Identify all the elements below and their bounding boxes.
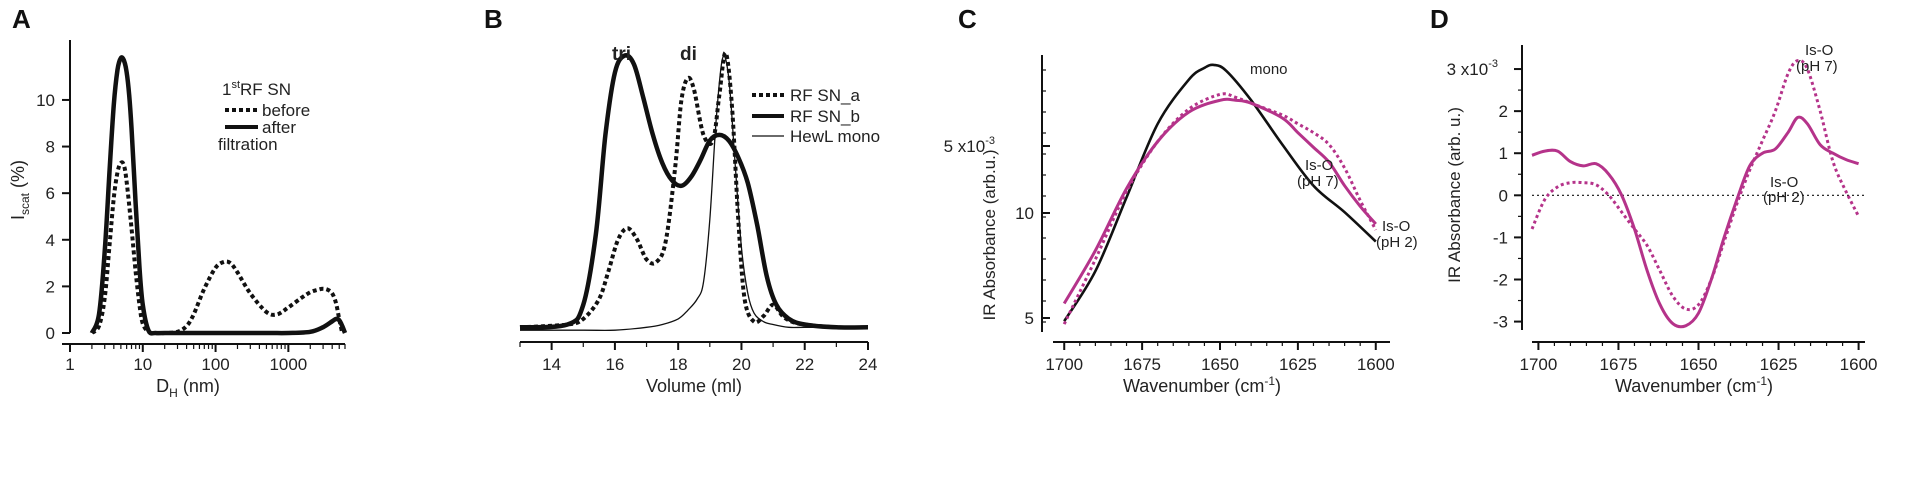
panel-b-series-RF SN_a — [519, 50, 869, 330]
panel-b-xtick-label: 14 — [542, 355, 561, 374]
panel-d-x-label: Wavenumber (cm-1) — [1615, 374, 1773, 396]
panel-d-xtick-label: 1675 — [1600, 355, 1638, 374]
panel-b-xtick-label: 24 — [859, 355, 878, 374]
panel-c-xtick-label: 1625 — [1279, 355, 1317, 374]
panel-d-ticks: 1700 1675 1650 1625 1600 -3 -2 -1 0 1 2 3 x10-3 — [1447, 58, 1878, 374]
panel-b-series-RF SN_b — [519, 53, 869, 330]
panel-c-annotation-mono: mono — [1250, 61, 1288, 78]
panel-c: 1700 1675 1650 1625 1600 5 x10-3 10 5 mono I… — [944, 55, 1418, 396]
panel-b-x-label: Volume (ml) — [646, 376, 742, 396]
panel-label-a: A — [12, 4, 31, 34]
panel-a-legend-before: before — [262, 101, 310, 120]
panel-d-y-label: IR Absorbance (arb. u.) — [1445, 107, 1464, 283]
panel-a-xtick-label: 1 — [65, 355, 74, 374]
panel-a-xtick-label: 10 — [133, 355, 152, 374]
panel-a-legend-title: 1stRF SN — [222, 79, 291, 99]
panel-d-ytick-label: 3 x10-3 — [1447, 58, 1498, 79]
panel-label-d: D — [1430, 4, 1449, 34]
panel-a-series-after — [89, 55, 348, 336]
panel-d-ytick-label: -3 — [1493, 313, 1508, 332]
panel-d-series-Is-O (pH 7) — [1530, 58, 1860, 312]
panel-d-annotation-iso2: Is-O — [1770, 174, 1798, 191]
panel-d-ytick-label: 2 — [1499, 102, 1508, 121]
panel-c-annotation-ph7: (pH 7) — [1297, 173, 1339, 190]
panel-a-ytick-label: 2 — [46, 277, 55, 296]
panel-d-ytick-label: 1 — [1499, 144, 1508, 163]
panel-d-ytick-label: 0 — [1499, 186, 1508, 205]
panel-a-ytick-label: 6 — [46, 184, 55, 203]
panel-c-series-mono — [1063, 63, 1377, 322]
panel-c-xtick-label: 1700 — [1045, 355, 1083, 374]
panel-b-xtick-label: 22 — [795, 355, 814, 374]
panel-b-legend-b: RF SN_b — [790, 107, 860, 126]
panel-c-ytick-5: 5 — [1025, 309, 1034, 328]
panel-a-ytick-label: 8 — [46, 138, 55, 157]
panel-b-xtick-label: 20 — [732, 355, 751, 374]
panel-c-lines — [1062, 63, 1378, 325]
panel-a-xtick-label: 1000 — [269, 355, 307, 374]
panel-label-b: B — [484, 4, 503, 34]
panel-b-legend-c: HewL mono — [790, 127, 880, 146]
panel-d-xtick-label: 1650 — [1680, 355, 1718, 374]
panel-b: 14 16 18 20 22 24 tri di RF SN_a RF SN_b HewL… — [519, 44, 880, 396]
panel-b-xtick-label: 16 — [605, 355, 624, 374]
panel-d-xtick-label: 1600 — [1840, 355, 1878, 374]
panel-c-x-label: Wavenumber (cm-1) — [1123, 374, 1281, 396]
panel-b-legend-a: RF SN_a — [790, 86, 860, 105]
panel-c-ytick-10: 10 — [1015, 204, 1034, 223]
panel-a-legend-after: after — [262, 118, 296, 137]
panel-b-ticks: 14 16 18 20 22 24 — [519, 342, 878, 374]
panel-c-annotation-ph2: (pH 2) — [1376, 234, 1418, 251]
panel-d-xtick-label: 1700 — [1519, 355, 1557, 374]
panel-a-ytick-label: 4 — [46, 231, 55, 250]
panel-c-xtick-label: 1650 — [1201, 355, 1239, 374]
panel-a-xtick-label: 100 — [201, 355, 229, 374]
panel-b-lines — [519, 50, 869, 332]
panel-d: 1700 1675 1650 1625 1600 -3 -2 -1 0 1 2 3 x10-3 Is-… — [1445, 42, 1878, 396]
panel-a-series-before — [90, 160, 345, 336]
panel-d-annotation-iso7: Is-O — [1805, 42, 1833, 59]
panel-a-legend-footer: filtration — [218, 135, 278, 154]
panel-c-annotation-iso7: Is-O — [1305, 157, 1333, 174]
panel-d-xtick-label: 1625 — [1760, 355, 1798, 374]
panel-b-xtick-label: 18 — [669, 355, 688, 374]
panel-c-annotation-iso2: Is-O — [1382, 218, 1410, 235]
panel-c-xtick-label: 1675 — [1123, 355, 1161, 374]
panel-c-xtick-label: 1600 — [1357, 355, 1395, 374]
panel-c-ytick-5x: 5 x10-3 — [944, 135, 995, 156]
panel-a-x-label: DH (nm) — [156, 376, 220, 400]
panel-d-series-Is-O (pH 2) — [1531, 115, 1860, 329]
panel-c-series-Is-O (pH 7) — [1062, 92, 1378, 325]
panel-c-y-label: IR Absorbance (arb.u.) — [980, 149, 999, 320]
panel-b-annotation-di: di — [680, 44, 697, 65]
panel-b-annotation-tri: tri — [612, 44, 631, 65]
panel-c-ticks: 1700 1675 1650 1625 1600 — [1042, 69, 1395, 374]
panel-d-annotation-ph7: (pH 7) — [1796, 58, 1838, 75]
panel-a-ticks: 0 2 4 6 8 10 1 10 100 1000 — [36, 91, 346, 374]
panel-d-ytick-label: -2 — [1493, 270, 1508, 289]
panel-a-lines — [89, 55, 348, 336]
panel-a-ytick-label: 10 — [36, 91, 55, 110]
panel-a-ytick-label: 0 — [46, 324, 55, 343]
panel-d-lines — [1530, 58, 1865, 329]
panel-d-ytick-label: -1 — [1493, 228, 1508, 247]
panel-b-series-HewL mono — [520, 55, 868, 332]
panel-a-y-label: Iscat (%) — [8, 160, 32, 220]
panel-c-series-Is-O (pH 2) — [1062, 97, 1377, 305]
panel-d-annotation-ph2: (pH 2) — [1763, 189, 1805, 206]
panel-label-c: C — [958, 4, 977, 34]
